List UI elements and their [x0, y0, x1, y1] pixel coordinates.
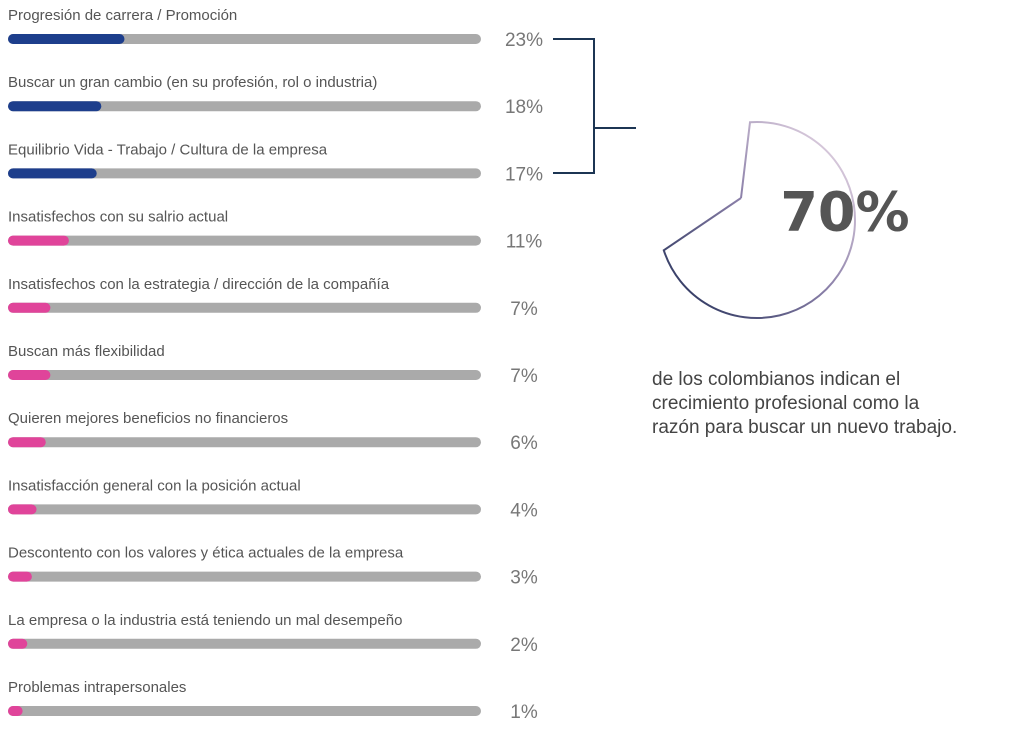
value-label: 11%: [506, 232, 543, 253]
bar-label: La empresa o la industria está teniendo …: [8, 612, 402, 629]
bar-label: Quieren mejores beneficios no financiero…: [8, 410, 288, 427]
value-label: 18%: [505, 97, 543, 118]
caption: razón para buscar un nuevo trabajo.: [652, 417, 957, 438]
bar-label: Problemas intrapersonales: [8, 679, 186, 696]
value-label: 6%: [510, 433, 538, 454]
value-label: 7%: [510, 366, 538, 387]
caption: crecimiento profesional como la: [652, 393, 920, 414]
value-label: 2%: [510, 635, 538, 656]
bar-label: Insatisfechos con la estrategia / direcc…: [8, 276, 390, 293]
value-label: 1%: [510, 702, 538, 723]
caption: de los colombianos indican el: [652, 369, 900, 390]
value-label: 23%: [505, 30, 543, 51]
value-label: 7%: [510, 299, 538, 320]
highlight-value: 70%: [780, 181, 909, 244]
bar-label: Progresión de carrera / Promoción: [8, 7, 237, 24]
bar-label: Buscan más flexibilidad: [8, 343, 165, 360]
bar-label: Descontento con los valores y ética actu…: [8, 545, 404, 562]
value-label: 3%: [510, 568, 538, 589]
value-label: 4%: [510, 500, 538, 521]
value-label: 17%: [505, 164, 543, 185]
bracket: [553, 38, 636, 174]
bar-label: Insatisfechos con su salrio actual: [8, 209, 228, 226]
gauge: [662, 121, 856, 319]
bar-label: Buscar un gran cambio (en su profesión, …: [8, 74, 377, 91]
bar-label: Equilibrio Vida - Trabajo / Cultura de l…: [8, 141, 328, 158]
bar-label: Insatisfacción general con la posición a…: [8, 477, 301, 494]
